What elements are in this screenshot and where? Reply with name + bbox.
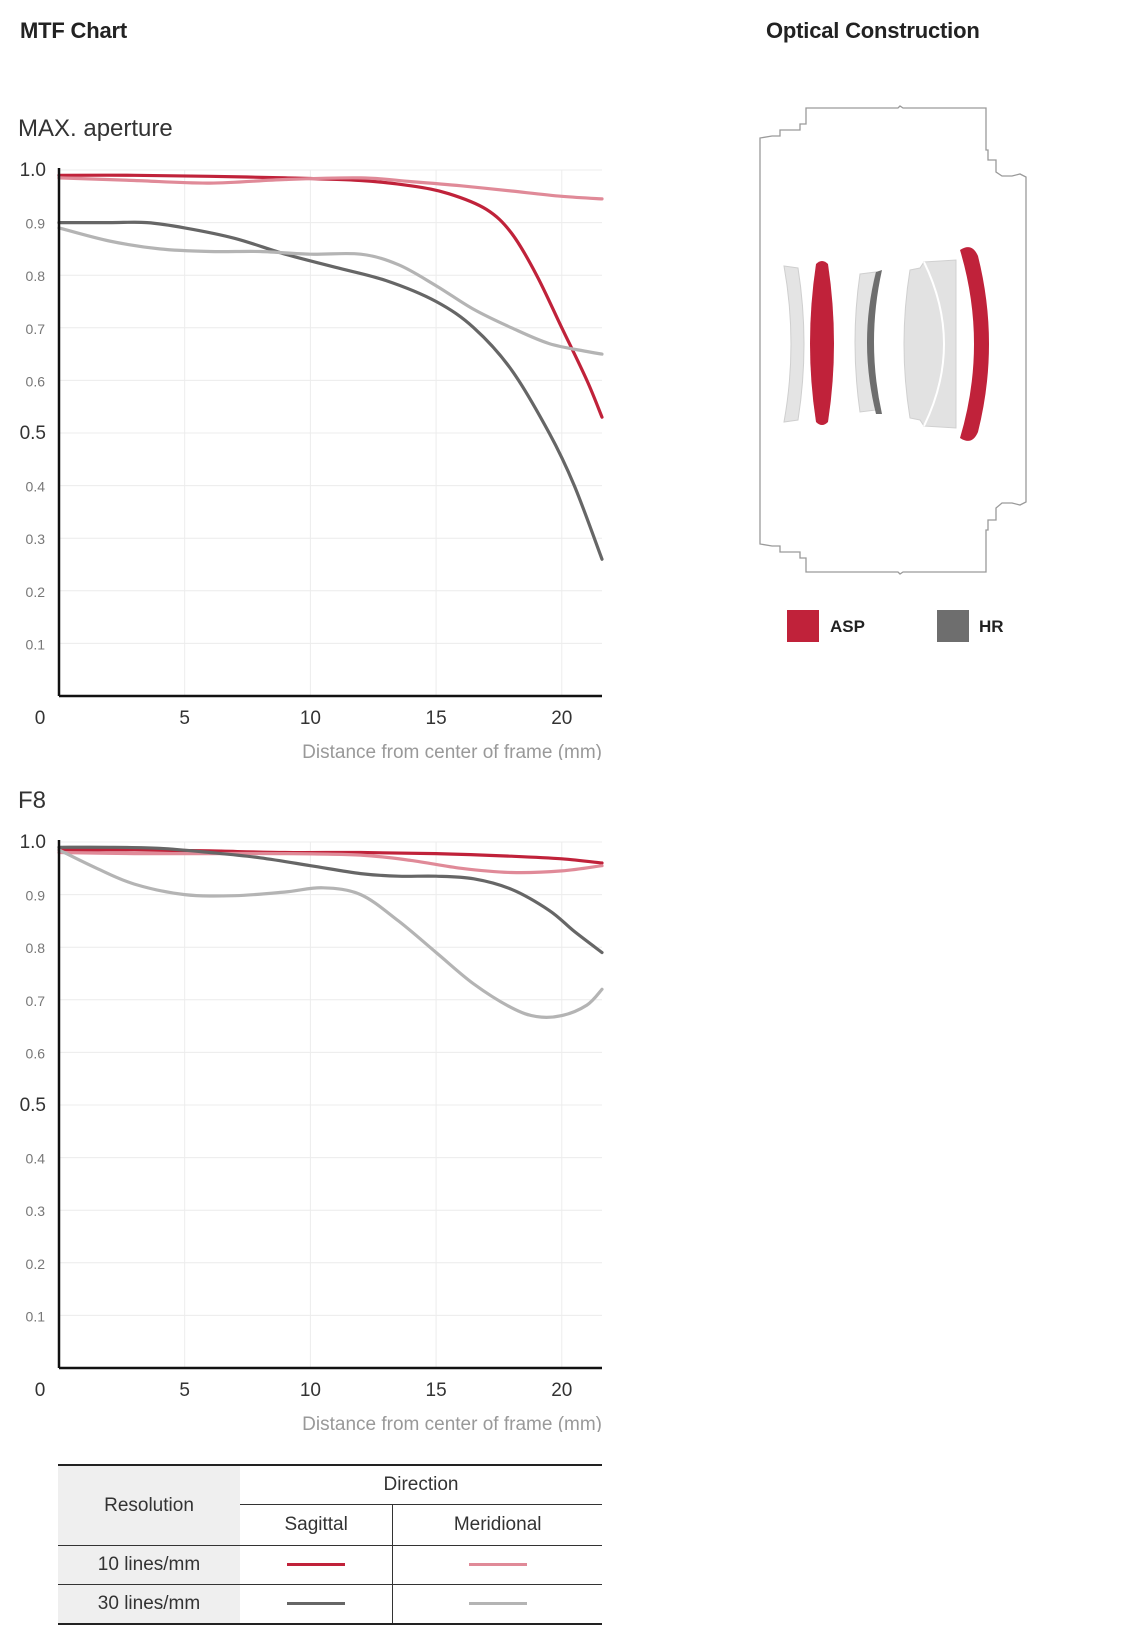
sagittal-30-swatch — [287, 1602, 346, 1606]
y-tick-label: 0.9 — [26, 216, 46, 232]
row-30-label: 30 lines/mm — [58, 1584, 240, 1624]
row-10-meridional — [393, 1546, 602, 1585]
mtf-chart-f8: F8 0.1 0.2 0.3 0.4 0.5 0.6 0.7 0.8 0.9 1.0 0 5 10 15 20… — [18, 787, 604, 1432]
x-tick-label: 20 — [551, 1380, 572, 1401]
y-tick-label: 0.4 — [26, 1151, 46, 1167]
y-tick-label: 0.8 — [26, 940, 46, 956]
x-tick-label: 15 — [426, 708, 447, 729]
lens-element-3-interface — [923, 261, 945, 427]
x-tick-label: 5 — [179, 1380, 190, 1401]
meridional-10-swatch — [468, 1563, 527, 1567]
series-line-sagittal-30 — [57, 845, 604, 955]
lens-element-3 — [903, 259, 957, 429]
y-tick-label: 0.2 — [26, 584, 46, 600]
sagittal-header: Sagittal — [240, 1504, 394, 1546]
lens-barrel-outline — [759, 105, 1027, 575]
mtf-chart-heading: MTF Chart — [20, 18, 127, 43]
y-tick-label: 0.7 — [26, 321, 46, 337]
meridional-30-swatch — [468, 1602, 527, 1606]
y-tick-label: 0.2 — [26, 1256, 46, 1272]
row-30-sagittal — [240, 1584, 394, 1624]
mtf-chart-max-aperture: MAX. aperture 0.1 0.2 0.3 0.4 0.5 0.6 0.7 0.8 0.9… — [18, 115, 604, 760]
resolution-header: Resolution — [58, 1465, 240, 1546]
row-30-meridional — [393, 1585, 602, 1625]
x-tick-label: 10 — [300, 1380, 321, 1401]
optical-construction-heading: Optical Construction — [766, 18, 980, 43]
lens-element-asp-1 — [810, 261, 834, 425]
y-tick-label: 0.6 — [26, 373, 46, 389]
x-tick-label: 20 — [551, 708, 572, 729]
hr-legend-label: HR — [979, 617, 1004, 636]
chart-title: MAX. aperture — [18, 115, 173, 142]
hr-legend-swatch — [937, 610, 969, 642]
y-tick-label: 0.9 — [26, 888, 46, 904]
sagittal-10-swatch — [287, 1563, 346, 1567]
row-10-label: 10 lines/mm — [58, 1545, 240, 1585]
y-tick-label: 1.0 — [20, 160, 46, 181]
lens-element-hr — [867, 270, 882, 414]
x-axis-label: Distance from center of frame (mm) — [302, 742, 602, 760]
direction-header: Direction — [240, 1465, 602, 1505]
y-tick-label: 0.4 — [26, 479, 46, 495]
x-tick-label: 15 — [426, 1380, 447, 1401]
y-tick-label: 0.5 — [20, 1095, 46, 1116]
x-axis-label: Distance from center of frame (mm) — [302, 1414, 602, 1432]
y-tick-label: 0.7 — [26, 993, 46, 1009]
x-tick-label: 5 — [179, 708, 190, 729]
y-tick-label: 0.8 — [26, 268, 46, 284]
mtf-legend-table: Resolution Direction Sagittal Meridional… — [58, 1464, 602, 1625]
series-line-meridional-10 — [57, 850, 604, 875]
x-tick-label: 0 — [35, 1380, 46, 1401]
series-line-meridional-10 — [57, 176, 604, 201]
chart-title: F8 — [18, 787, 46, 814]
y-tick-label: 0.6 — [26, 1045, 46, 1061]
y-tick-label: 0.1 — [26, 636, 46, 652]
y-tick-label: 0.1 — [26, 1308, 46, 1324]
series-line-sagittal-30 — [57, 220, 604, 561]
asp-legend-swatch — [787, 610, 819, 642]
series-line-meridional-30 — [57, 226, 604, 356]
lens-element-asp-2 — [960, 247, 989, 441]
y-tick-label: 0.3 — [26, 531, 46, 547]
series-line-sagittal-10 — [57, 173, 604, 419]
y-tick-label: 1.0 — [20, 832, 46, 853]
meridional-header: Meridional — [392, 1504, 602, 1546]
optical-construction-diagram — [759, 105, 1027, 575]
asp-legend-label: ASP — [830, 617, 865, 636]
y-tick-label: 0.3 — [26, 1203, 46, 1219]
y-tick-label: 0.5 — [20, 423, 46, 444]
series-line-sagittal-10 — [57, 848, 604, 865]
row-10-sagittal — [240, 1545, 394, 1585]
x-tick-label: 0 — [35, 708, 46, 729]
lens-element-1 — [783, 265, 805, 423]
series-line-meridional-30 — [57, 848, 604, 1019]
x-tick-label: 10 — [300, 708, 321, 729]
